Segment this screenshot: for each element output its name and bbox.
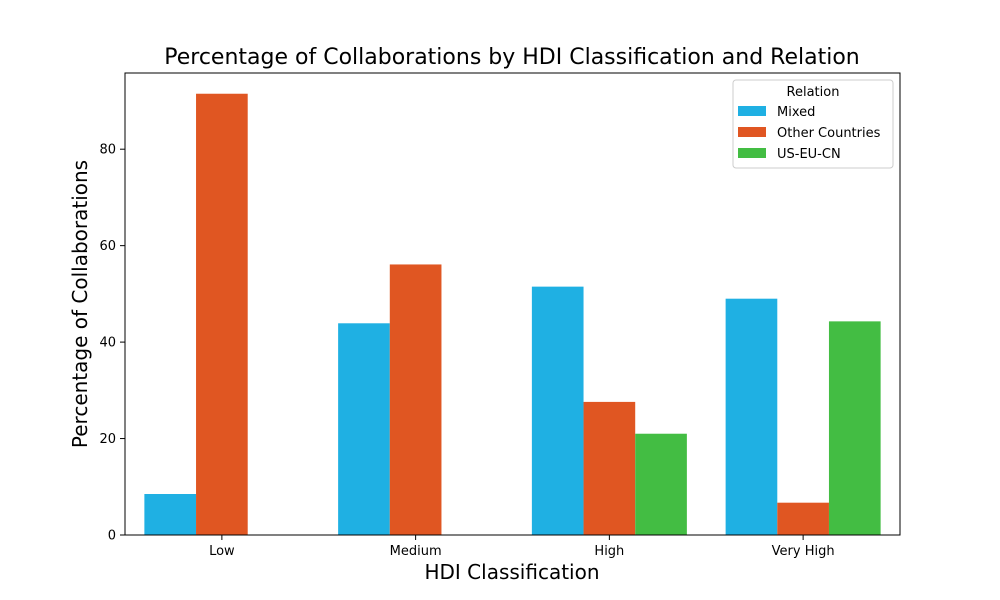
y-tick-label: 20	[99, 432, 116, 447]
chart-title: Percentage of Collaborations by HDI Clas…	[164, 45, 859, 70]
legend-swatch	[738, 127, 766, 137]
legend-swatch	[738, 148, 766, 158]
x-axis: Low Medium High Very High	[209, 535, 835, 559]
legend-box	[732, 79, 894, 169]
bars-group	[144, 93, 881, 536]
x-tick-label: High	[594, 544, 624, 559]
bar-other-countries-medium	[389, 264, 442, 535]
plot-frame	[124, 72, 901, 536]
legend-title: Relation	[787, 85, 840, 100]
x-tick-label: Medium	[390, 544, 442, 559]
y-tick-label: 60	[99, 239, 116, 254]
x-axis-label: HDI Classification	[424, 560, 599, 584]
bar-other-countries-very-high	[777, 502, 829, 535]
bar-mixed-high	[531, 286, 584, 535]
legend: Relation Mixed Other Countries US-EU-CN	[732, 79, 894, 169]
y-tick-label: 0	[108, 529, 116, 544]
bar-other-countries-low	[196, 93, 248, 536]
bar-mixed-very-high	[725, 298, 778, 535]
bar-us-eu-cn-high	[635, 433, 687, 535]
legend-entry: Mixed	[777, 105, 815, 120]
bar-mixed-medium	[338, 323, 390, 535]
legend-swatch	[738, 106, 766, 116]
x-tick-label: Low	[209, 544, 235, 559]
bar-us-eu-cn-very-high	[828, 321, 881, 535]
legend-entry: Other Countries	[777, 126, 881, 141]
x-tick-label: Very High	[772, 544, 835, 559]
bar-other-countries-high	[583, 401, 636, 535]
y-tick-label: 80	[99, 143, 116, 158]
legend-entry: US-EU-CN	[777, 147, 841, 162]
bar-mixed-low	[144, 494, 197, 535]
y-axis: 0 20 40 60 80	[99, 143, 125, 544]
y-axis-label: Percentage of Collaborations	[68, 160, 92, 448]
y-tick-label: 40	[99, 336, 116, 351]
